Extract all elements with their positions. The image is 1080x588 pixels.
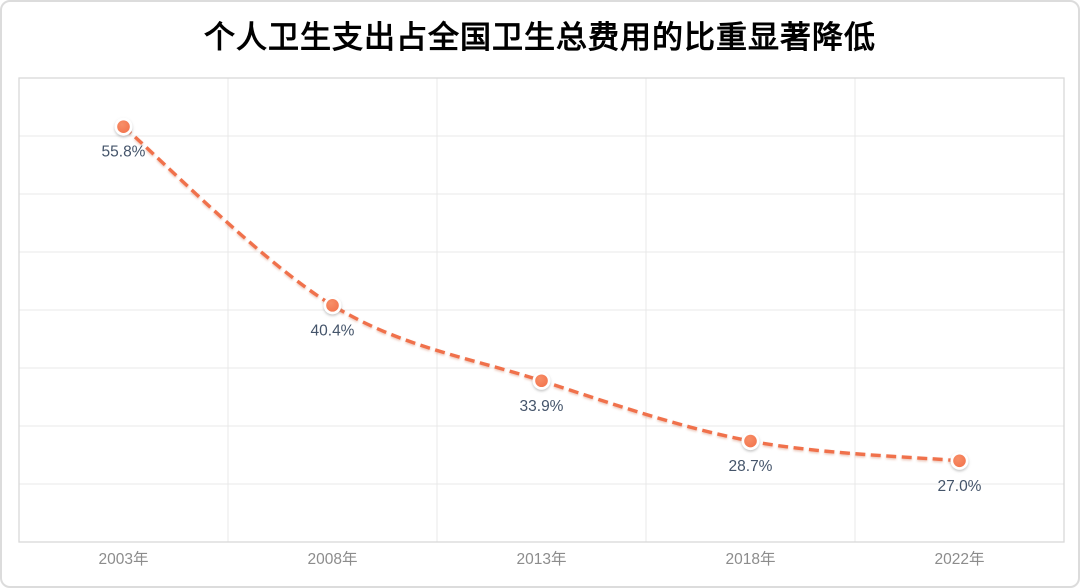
trend-line [122, 125, 960, 463]
data-point-marker[interactable] [117, 120, 130, 134]
data-point-label: 27.0% [938, 478, 982, 495]
data-point-label: 40.4% [311, 322, 355, 339]
x-axis-label: 2003年 [99, 550, 149, 568]
data-point-marker[interactable] [744, 434, 757, 448]
data-point-marker[interactable] [953, 454, 966, 468]
data-point-label: 33.9% [520, 398, 564, 415]
x-axis-label: 2013年 [517, 550, 567, 568]
x-axis-label: 2022年 [935, 550, 985, 568]
data-point-label: 28.7% [729, 458, 773, 475]
chart-title: 个人卫生支出占全国卫生总费用的比重显著降低 [204, 20, 876, 55]
data-point-marker[interactable] [535, 374, 548, 388]
x-axis-label: 2018年 [726, 550, 776, 568]
plot-area-border [18, 77, 1065, 543]
data-point-label: 55.8% [102, 144, 146, 161]
data-point-marker[interactable] [326, 299, 339, 312]
x-axis-label: 2008年 [308, 550, 358, 568]
